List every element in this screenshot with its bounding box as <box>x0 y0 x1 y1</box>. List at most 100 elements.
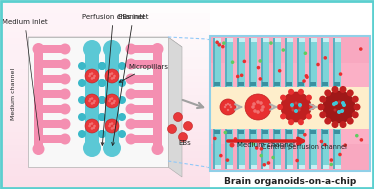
Bar <box>43 120 65 128</box>
Bar <box>0 139 110 145</box>
Bar <box>0 107 210 113</box>
Circle shape <box>88 75 91 77</box>
Circle shape <box>347 118 354 125</box>
Bar <box>0 25 210 32</box>
Circle shape <box>353 104 361 111</box>
Circle shape <box>291 105 294 108</box>
Circle shape <box>33 43 45 55</box>
Bar <box>261 129 263 169</box>
Bar <box>131 75 153 83</box>
Bar <box>0 0 210 6</box>
Bar <box>238 82 244 86</box>
Circle shape <box>168 125 177 133</box>
Circle shape <box>98 62 106 70</box>
Circle shape <box>243 60 246 63</box>
Circle shape <box>111 102 113 105</box>
Bar <box>0 151 210 157</box>
Bar <box>210 36 370 171</box>
Circle shape <box>347 89 354 96</box>
Bar <box>0 183 210 189</box>
Bar <box>0 164 110 170</box>
Text: Micropillars: Micropillars <box>119 64 168 82</box>
Circle shape <box>78 79 86 87</box>
Circle shape <box>98 113 106 121</box>
Bar <box>0 101 210 107</box>
Circle shape <box>332 102 336 106</box>
Bar <box>0 170 110 176</box>
Circle shape <box>297 102 300 105</box>
Circle shape <box>78 113 86 121</box>
Circle shape <box>271 156 275 159</box>
Circle shape <box>59 88 71 99</box>
Circle shape <box>174 112 183 122</box>
Circle shape <box>227 109 229 111</box>
Bar <box>273 165 281 169</box>
Circle shape <box>98 79 106 87</box>
Bar <box>131 135 153 143</box>
Bar <box>105 44 119 153</box>
Bar <box>309 129 317 169</box>
Circle shape <box>337 111 340 114</box>
Bar <box>274 130 280 134</box>
Circle shape <box>305 75 309 79</box>
Circle shape <box>105 69 119 83</box>
Circle shape <box>151 43 163 55</box>
Circle shape <box>359 47 362 51</box>
Circle shape <box>329 158 333 162</box>
Circle shape <box>253 109 257 113</box>
Circle shape <box>297 108 300 112</box>
Circle shape <box>352 111 359 118</box>
Bar <box>0 157 110 164</box>
Circle shape <box>126 88 137 99</box>
Circle shape <box>118 62 126 70</box>
Bar <box>273 129 281 169</box>
Bar <box>298 82 304 86</box>
Circle shape <box>111 72 113 75</box>
Bar <box>225 165 233 169</box>
Bar <box>321 129 329 169</box>
Circle shape <box>331 121 338 128</box>
Circle shape <box>78 62 86 70</box>
Circle shape <box>340 109 344 113</box>
Bar <box>225 129 233 169</box>
Bar <box>0 50 110 57</box>
Text: Brain organoids-on-a-chip: Brain organoids-on-a-chip <box>224 177 356 185</box>
Circle shape <box>213 137 217 140</box>
Bar <box>309 165 317 169</box>
Bar <box>285 129 293 169</box>
Bar <box>333 38 341 87</box>
Bar <box>0 63 210 69</box>
Circle shape <box>89 73 92 75</box>
Circle shape <box>343 143 347 147</box>
Circle shape <box>103 40 121 58</box>
Circle shape <box>91 127 93 130</box>
Circle shape <box>91 72 93 75</box>
Bar <box>262 130 268 134</box>
Bar <box>0 44 110 50</box>
Bar <box>309 129 311 169</box>
Circle shape <box>59 59 71 70</box>
Bar <box>213 38 215 87</box>
Circle shape <box>252 102 256 106</box>
Circle shape <box>298 119 304 125</box>
Circle shape <box>92 126 95 129</box>
Circle shape <box>259 101 263 105</box>
Bar <box>226 82 232 86</box>
Circle shape <box>236 75 239 78</box>
Bar <box>250 82 256 86</box>
Bar <box>43 90 65 98</box>
Bar <box>0 101 110 107</box>
Circle shape <box>331 86 338 93</box>
Circle shape <box>126 104 137 115</box>
Circle shape <box>298 89 304 95</box>
Bar <box>0 113 110 120</box>
Circle shape <box>323 143 327 146</box>
Text: Perfusion channel: Perfusion channel <box>82 14 144 145</box>
Bar <box>225 38 233 42</box>
Circle shape <box>98 113 106 121</box>
Bar <box>298 130 304 134</box>
Circle shape <box>105 119 119 133</box>
Bar <box>213 38 221 87</box>
Bar <box>43 45 65 53</box>
Circle shape <box>231 60 234 64</box>
